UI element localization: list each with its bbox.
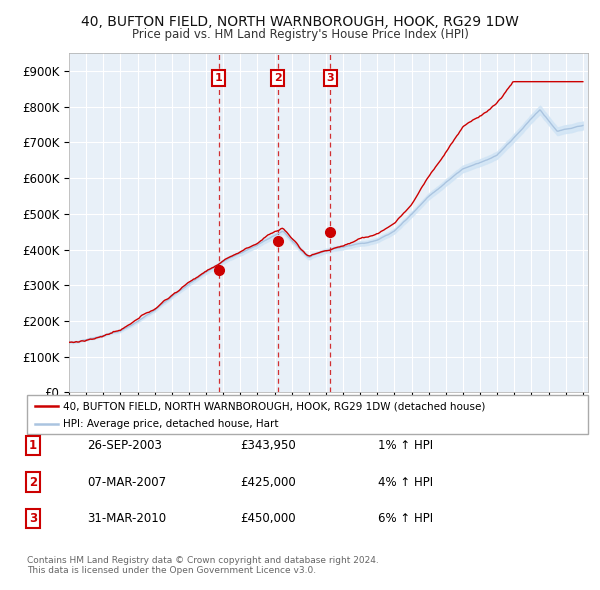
Text: 2: 2 (29, 476, 37, 489)
Text: £450,000: £450,000 (240, 512, 296, 525)
Text: 2: 2 (274, 73, 281, 83)
Text: 3: 3 (326, 73, 334, 83)
Text: 26-SEP-2003: 26-SEP-2003 (87, 439, 162, 452)
Text: 1: 1 (215, 73, 223, 83)
Text: £425,000: £425,000 (240, 476, 296, 489)
Text: 6% ↑ HPI: 6% ↑ HPI (378, 512, 433, 525)
Text: 40, BUFTON FIELD, NORTH WARNBOROUGH, HOOK, RG29 1DW: 40, BUFTON FIELD, NORTH WARNBOROUGH, HOO… (81, 15, 519, 29)
Text: 4% ↑ HPI: 4% ↑ HPI (378, 476, 433, 489)
Text: Price paid vs. HM Land Registry's House Price Index (HPI): Price paid vs. HM Land Registry's House … (131, 28, 469, 41)
Text: £343,950: £343,950 (240, 439, 296, 452)
Text: 3: 3 (29, 512, 37, 525)
Text: 1% ↑ HPI: 1% ↑ HPI (378, 439, 433, 452)
Text: 1: 1 (29, 439, 37, 452)
Text: 31-MAR-2010: 31-MAR-2010 (87, 512, 166, 525)
Text: HPI: Average price, detached house, Hart: HPI: Average price, detached house, Hart (64, 419, 279, 430)
Text: 40, BUFTON FIELD, NORTH WARNBOROUGH, HOOK, RG29 1DW (detached house): 40, BUFTON FIELD, NORTH WARNBOROUGH, HOO… (64, 401, 486, 411)
Text: 07-MAR-2007: 07-MAR-2007 (87, 476, 166, 489)
Text: Contains HM Land Registry data © Crown copyright and database right 2024.
This d: Contains HM Land Registry data © Crown c… (27, 556, 379, 575)
